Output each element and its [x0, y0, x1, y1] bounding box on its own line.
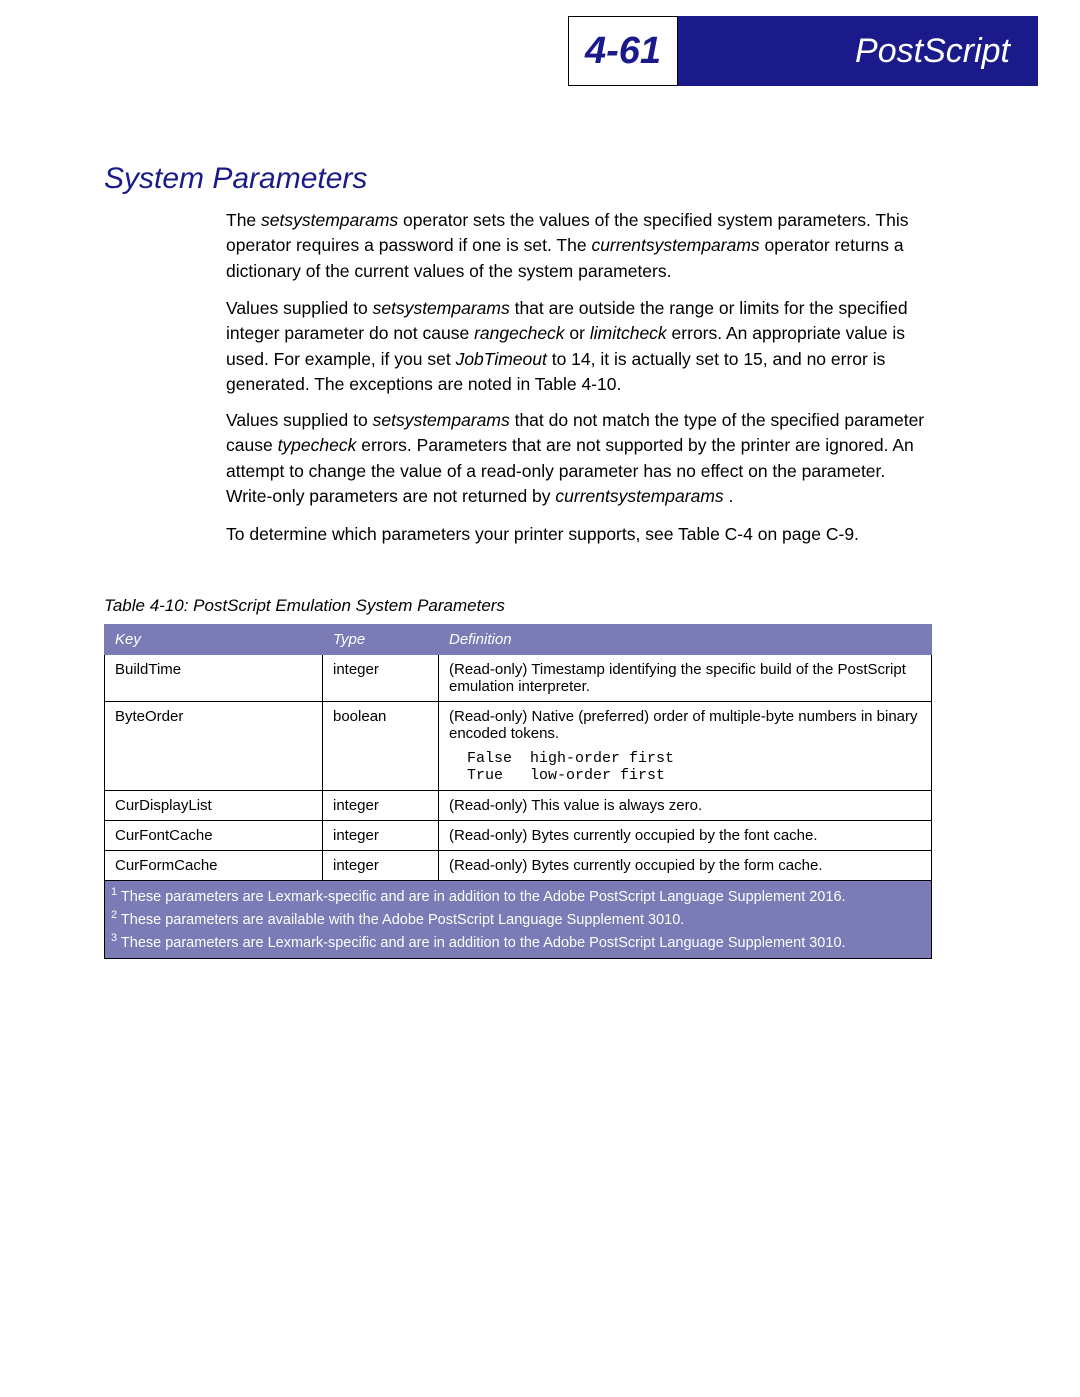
operator-setsystemparams: setsystemparams — [373, 410, 510, 430]
footnote-1: 1 These parameters are Lexmark-specific … — [111, 885, 925, 908]
cell-type: boolean — [323, 702, 439, 791]
page-number: 4-61 — [585, 30, 661, 73]
operator-limitcheck: limitcheck — [590, 323, 667, 343]
cell-key: CurDisplayList — [105, 791, 323, 821]
operator-setsystemparams: setsystemparams — [373, 298, 510, 318]
text: The — [226, 210, 261, 230]
table-row: BuildTime integer (Read-only) Timestamp … — [105, 655, 932, 702]
header-title: PostScript — [855, 32, 1010, 71]
cell-mono-block: False high-order first True low-order fi… — [449, 750, 921, 784]
cell-type: integer — [323, 821, 439, 851]
col-header-type: Type — [323, 625, 439, 655]
paragraph-1: The setsystemparams operator sets the va… — [226, 208, 926, 284]
text: Values supplied to — [226, 410, 373, 430]
footnote-2: 2 These parameters are available with th… — [111, 908, 925, 931]
cell-definition-text: (Read-only) Native (preferred) order of … — [449, 708, 918, 742]
paragraph-4: To determine which parameters your print… — [226, 522, 926, 547]
table-row: CurDisplayList integer (Read-only) This … — [105, 791, 932, 821]
page-number-box: 4-61 — [568, 16, 678, 86]
text: Values supplied to — [226, 298, 373, 318]
table-header-row: Key Type Definition — [105, 625, 932, 655]
table-row: CurFormCache integer (Read-only) Bytes c… — [105, 851, 932, 881]
system-parameters-table: Key Type Definition BuildTime integer (R… — [104, 624, 932, 959]
header-title-area: PostScript — [678, 16, 1038, 86]
footnote-3: 3 These parameters are Lexmark-specific … — [111, 931, 925, 954]
cell-type: integer — [323, 851, 439, 881]
cell-key: CurFormCache — [105, 851, 323, 881]
operator-rangecheck: rangecheck — [474, 323, 564, 343]
cell-definition: (Read-only) Native (preferred) order of … — [439, 702, 932, 791]
table-row: CurFontCache integer (Read-only) Bytes c… — [105, 821, 932, 851]
col-header-key: Key — [105, 625, 323, 655]
footnotes-cell: 1 These parameters are Lexmark-specific … — [105, 881, 932, 959]
operator-jobtimeout: JobTimeout — [456, 349, 547, 369]
operator-typecheck: typecheck — [278, 435, 357, 455]
table-row: ByteOrder boolean (Read-only) Native (pr… — [105, 702, 932, 791]
cell-type: integer — [323, 791, 439, 821]
cell-key: BuildTime — [105, 655, 323, 702]
footnote-text: These parameters are Lexmark-specific an… — [117, 889, 845, 905]
footnote-text: These parameters are Lexmark-specific an… — [117, 935, 845, 951]
table-caption: Table 4-10: PostScript Emulation System … — [104, 596, 505, 616]
cell-definition: (Read-only) Bytes currently occupied by … — [439, 851, 932, 881]
section-title: System Parameters — [104, 162, 367, 196]
cell-key: ByteOrder — [105, 702, 323, 791]
operator-currentsystemparams: currentsystemparams — [591, 235, 759, 255]
operator-currentsystemparams: currentsystemparams — [555, 486, 723, 506]
cell-definition: (Read-only) Bytes currently occupied by … — [439, 821, 932, 851]
text: . — [724, 486, 734, 506]
table-footnotes-row: 1 These parameters are Lexmark-specific … — [105, 881, 932, 959]
operator-setsystemparams: setsystemparams — [261, 210, 398, 230]
paragraph-3: Values supplied to setsystemparams that … — [226, 408, 926, 510]
col-header-definition: Definition — [439, 625, 932, 655]
paragraph-2: Values supplied to setsystemparams that … — [226, 296, 926, 398]
footnote-text: These parameters are available with the … — [117, 912, 684, 928]
cell-type: integer — [323, 655, 439, 702]
cell-definition: (Read-only) Timestamp identifying the sp… — [439, 655, 932, 702]
cell-key: CurFontCache — [105, 821, 323, 851]
text: or — [565, 323, 590, 343]
cell-definition: (Read-only) This value is always zero. — [439, 791, 932, 821]
